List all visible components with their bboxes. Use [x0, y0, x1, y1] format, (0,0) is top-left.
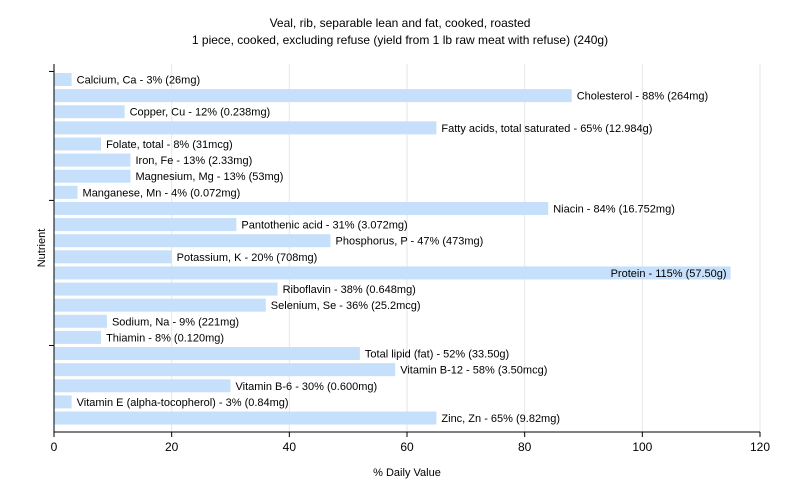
- x-tick-label: 60: [400, 440, 414, 454]
- bar-label: Manganese, Mn - 4% (0.072mg): [83, 187, 241, 199]
- bar-label: Vitamin B-6 - 30% (0.600mg): [236, 381, 378, 393]
- bar: [54, 185, 78, 199]
- bar: [54, 395, 72, 409]
- bars-group: Calcium, Ca - 3% (26mg) Cholesterol - 88%…: [54, 73, 731, 425]
- bar-label: Selenium, Se - 36% (25.2mcg): [271, 300, 421, 312]
- bar-label: Fatty acids, total saturated - 65% (12.9…: [441, 123, 652, 135]
- chart-title: Veal, rib, separable lean and fat, cooke…: [270, 16, 531, 30]
- x-axis-ticks: 0 20 40 60 80 100 120: [51, 432, 770, 454]
- bar: [54, 201, 549, 215]
- x-tick-label: 80: [518, 440, 532, 454]
- bar: [54, 218, 237, 232]
- bar: [54, 330, 102, 344]
- gridlines: [171, 64, 761, 432]
- x-tick-label: 0: [51, 440, 58, 454]
- bar-label: Cholesterol - 88% (264mg): [577, 91, 708, 103]
- bar-label: Zinc, Zn - 65% (9.82mg): [441, 413, 560, 425]
- bar-label: Copper, Cu - 12% (0.238mg): [130, 107, 271, 119]
- bar: [54, 137, 102, 151]
- bar-label: Vitamin B-12 - 58% (3.50mcg): [400, 365, 547, 377]
- x-tick-label: 20: [165, 440, 179, 454]
- bar: [54, 266, 731, 280]
- y-axis-title: Nutrient: [36, 229, 48, 268]
- bar: [54, 121, 437, 135]
- bar: [54, 282, 278, 296]
- bar: [54, 379, 231, 393]
- x-axis-title: % Daily Value: [373, 467, 441, 479]
- bar-label: Niacin - 84% (16.752mg): [553, 203, 675, 215]
- bar-label: Thiamin - 8% (0.120mg): [106, 332, 224, 344]
- bar-label: Vitamin E (alpha-tocopherol) - 3% (0.84m…: [77, 397, 289, 409]
- bar-label: Protein - 115% (57.50g): [611, 268, 727, 280]
- bar: [54, 298, 266, 312]
- bar: [54, 234, 331, 248]
- bar: [54, 363, 396, 377]
- bar-label: Magnesium, Mg - 13% (53mg): [135, 171, 283, 183]
- bar-label: Total lipid (fat) - 52% (33.50g): [365, 349, 509, 361]
- bar: [54, 105, 125, 119]
- bar: [54, 169, 131, 183]
- x-tick-label: 40: [283, 440, 297, 454]
- bar-label: Riboflavin - 38% (0.648mg): [283, 284, 416, 296]
- bar: [54, 347, 360, 361]
- x-tick-label: 100: [632, 440, 652, 454]
- bar: [54, 250, 172, 264]
- chart-subtitle: 1 piece, cooked, excluding refuse (yield…: [192, 33, 608, 47]
- bar: [54, 411, 437, 425]
- y-axis-ticks: [49, 70, 54, 346]
- bar-label: Sodium, Na - 9% (221mg): [112, 316, 239, 328]
- bar-label: Calcium, Ca - 3% (26mg): [77, 75, 200, 87]
- bar-label: Phosphorus, P - 47% (473mg): [336, 236, 484, 248]
- bar: [54, 89, 572, 103]
- bar-label: Pantothenic acid - 31% (3.072mg): [241, 220, 407, 232]
- bar: [54, 73, 72, 86]
- bar-label: Potassium, K - 20% (708mg): [177, 252, 318, 264]
- x-tick-label: 120: [750, 440, 770, 454]
- bar-label: Folate, total - 8% (31mcg): [106, 139, 233, 151]
- bar: [54, 153, 131, 167]
- bar-label: Iron, Fe - 13% (2.33mg): [135, 155, 252, 167]
- bar: [54, 314, 107, 328]
